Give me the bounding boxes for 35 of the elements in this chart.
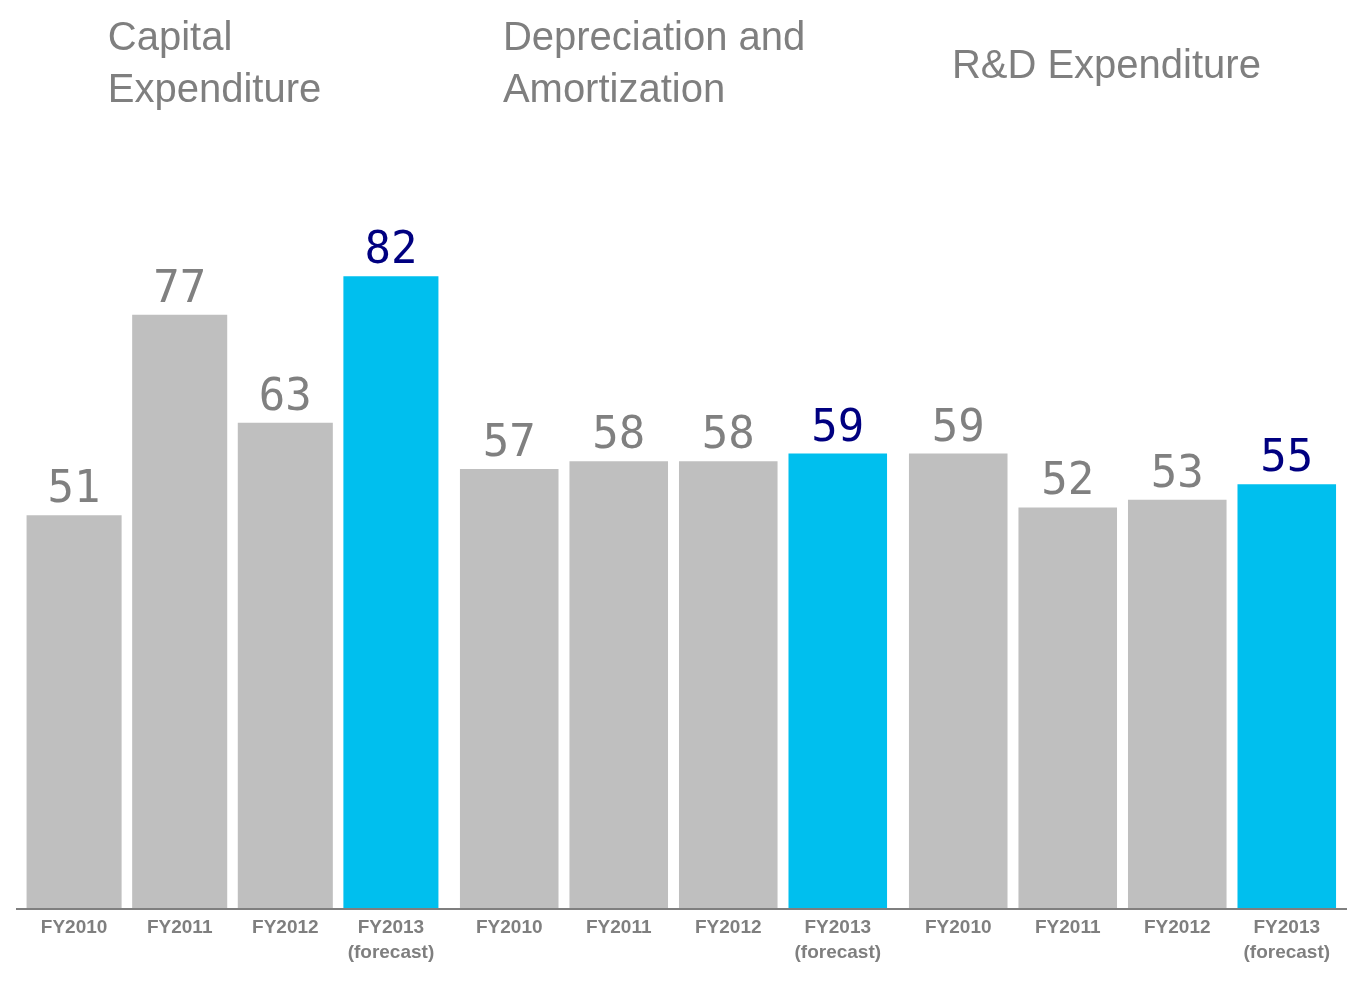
x-tick-label: FY2010 <box>475 915 543 937</box>
x-tick-label: FY2012 <box>252 915 319 937</box>
data-label: 57 <box>482 414 536 466</box>
data-label: 52 <box>1041 453 1095 505</box>
x-tick-label: FY2011 <box>585 915 652 937</box>
x-tick-label: FY2012 <box>694 915 762 937</box>
data-label: 77 <box>153 260 207 312</box>
bar <box>132 314 228 908</box>
chart-title: Capital Expenditure <box>107 13 322 110</box>
x-tick-label: FY2010 <box>924 915 992 937</box>
data-label: 59 <box>931 399 985 451</box>
data-label: 82 <box>364 222 418 274</box>
data-label: 55 <box>1260 430 1314 482</box>
data-label: 63 <box>258 368 312 420</box>
bar <box>908 453 1008 908</box>
data-label: 53 <box>1150 445 1204 497</box>
bar <box>1237 484 1337 908</box>
chart-title: R&D Expenditure <box>951 41 1261 86</box>
bar <box>26 515 122 908</box>
x-tick-label: FY2013 (forecast) <box>347 915 435 962</box>
data-label: 58 <box>592 407 646 459</box>
x-tick-label: FY2010 <box>40 915 108 937</box>
data-label: 59 <box>811 399 865 451</box>
data-label: 51 <box>47 461 101 513</box>
bar <box>1127 499 1227 908</box>
data-label: 58 <box>701 407 755 459</box>
bar <box>237 422 333 908</box>
x-tick-label: FY2011 <box>146 915 213 937</box>
x-tick-label: FY2011 <box>1034 915 1101 937</box>
x-tick-label: FY2013 (forecast) <box>1243 915 1331 962</box>
x-tick-label: FY2012 <box>1143 915 1211 937</box>
bar <box>343 276 439 908</box>
chart-title: Depreciation and Amortization <box>502 13 806 110</box>
bar <box>1018 507 1118 908</box>
x-tick-label: FY2013 (forecast) <box>794 915 882 962</box>
